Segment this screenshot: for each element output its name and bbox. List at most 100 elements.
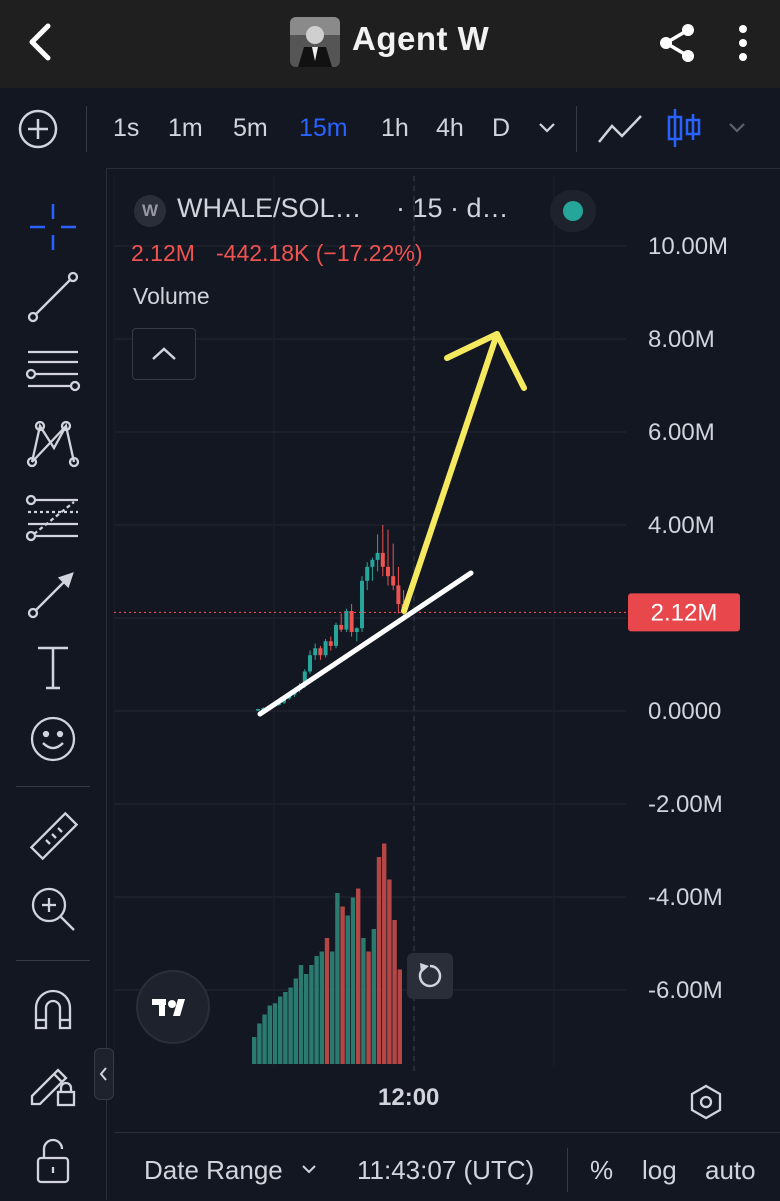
trend-line-icon[interactable] — [24, 268, 82, 326]
projection-arrow[interactable] — [401, 331, 527, 614]
magnet-icon[interactable] — [24, 982, 82, 1040]
chevron-down-icon[interactable] — [536, 120, 558, 136]
collapse-legend-button[interactable] — [132, 328, 196, 380]
percent-scale-toggle[interactable]: % — [590, 1155, 614, 1185]
avatar[interactable] — [290, 17, 340, 67]
volume-bar — [387, 879, 392, 1064]
symbol-logo: W — [134, 195, 166, 227]
text-tool-icon[interactable] — [24, 638, 82, 696]
line-chart-icon[interactable] — [596, 110, 644, 148]
volume-bar — [288, 987, 293, 1064]
horizontal-lines-icon[interactable] — [24, 340, 82, 398]
timeframe-1h[interactable]: 1h — [381, 114, 409, 142]
candle — [386, 529, 390, 586]
candle — [344, 608, 349, 632]
price-axis-label: -4.00M — [648, 884, 723, 911]
candle — [391, 543, 396, 591]
utc-clock[interactable]: 11:43:07 (UTC) — [357, 1155, 535, 1185]
price-axis-label: -2.00M — [648, 791, 723, 818]
candle — [313, 643, 318, 660]
price-axis-label: 6.00M — [648, 419, 715, 446]
chart-type-chevron-icon[interactable] — [726, 120, 748, 136]
volume-bar — [330, 951, 335, 1064]
volume-bar — [304, 974, 309, 1064]
timeframe-d[interactable]: D — [492, 114, 511, 142]
timeframe-4h[interactable]: 4h — [436, 114, 464, 142]
settings-icon[interactable] — [686, 1082, 726, 1122]
volume-bar — [298, 965, 304, 1064]
indicator-label: Volume — [133, 283, 210, 309]
candle — [334, 622, 338, 649]
volume-bar — [272, 1003, 278, 1064]
volume-bar — [293, 978, 298, 1064]
unlock-icon[interactable] — [24, 1132, 82, 1190]
volume-bar — [392, 920, 397, 1064]
market-status-badge[interactable] — [550, 190, 596, 232]
volume-bar — [267, 1005, 272, 1064]
timeframe-15m[interactable]: 15m — [299, 114, 348, 142]
candle — [349, 604, 354, 637]
reset-chart-icon[interactable] — [407, 953, 453, 999]
app-bar — [0, 0, 780, 88]
timeframe-1s[interactable]: 1s — [113, 114, 140, 142]
date-range-chevron-icon[interactable] — [299, 1162, 319, 1178]
timeframe-1m[interactable]: 1m — [168, 114, 203, 142]
page-title: Agent W — [352, 20, 490, 57]
chart-canvas[interactable]: 10.00M 8.00M 6.00M 4.00M 0.0000 -2.00M -4.00M -… — [114, 176, 780, 1132]
volume-bar — [314, 956, 319, 1064]
volume-bar — [309, 965, 314, 1064]
price-axis-label: 0.0000 — [648, 698, 721, 725]
price-axis-label: 10.00M — [648, 233, 728, 260]
candlestick-chart-icon[interactable] — [664, 106, 704, 150]
volume-bar — [324, 938, 330, 1064]
emoji-icon[interactable] — [24, 710, 82, 768]
zoom-in-icon[interactable] — [24, 880, 82, 938]
auto-scale-toggle[interactable]: auto — [705, 1155, 756, 1185]
timeframe-5m[interactable]: 5m — [233, 114, 268, 142]
candle — [354, 627, 359, 642]
volume-bar — [335, 893, 340, 1064]
price-axis-label: 4.00M — [648, 512, 715, 539]
share-icon[interactable] — [656, 22, 698, 64]
volume-bar — [262, 1014, 267, 1064]
volume-bar — [371, 929, 376, 1064]
add-symbol-icon[interactable] — [17, 108, 59, 150]
log-scale-toggle[interactable]: log — [642, 1155, 677, 1185]
arrow-tool-icon[interactable] — [24, 564, 82, 622]
volume-bar — [257, 1023, 262, 1064]
pattern-icon[interactable] — [24, 414, 82, 472]
candle — [323, 638, 328, 658]
candle — [308, 650, 312, 674]
volume-bar — [376, 857, 382, 1064]
volume-bar — [278, 996, 283, 1064]
fib-retracement-icon[interactable] — [24, 488, 82, 546]
candle — [339, 613, 344, 632]
candle — [370, 557, 375, 581]
support-trend-line[interactable] — [257, 570, 474, 717]
volume-bar — [283, 992, 288, 1064]
symbol-details: · 15 · d… — [396, 193, 509, 223]
candle — [256, 708, 260, 711]
volume-bar — [366, 951, 371, 1064]
candle — [380, 525, 385, 577]
symbol-name[interactable]: WHALE/SOL… — [177, 193, 362, 223]
volume-bar — [319, 951, 324, 1064]
volume-bar — [252, 1037, 257, 1064]
volume-bar — [340, 906, 345, 1064]
candle — [375, 534, 380, 572]
current-price-tag-label: 2.12M — [651, 599, 718, 626]
price-axis-label: 8.00M — [648, 326, 715, 353]
volume-bar — [345, 915, 350, 1064]
crosshair-icon[interactable] — [24, 198, 82, 256]
date-range-button[interactable]: Date Range — [144, 1155, 283, 1185]
ruler-icon[interactable] — [24, 808, 82, 866]
back-arrow-icon[interactable] — [22, 20, 62, 64]
volume-bar — [361, 938, 366, 1064]
tradingview-logo[interactable] — [136, 970, 210, 1044]
candle — [360, 576, 364, 632]
more-options-icon[interactable] — [730, 22, 756, 64]
collapse-toolbar-handle[interactable] — [94, 1048, 114, 1100]
current-price-tag — [628, 593, 740, 632]
lock-drawings-icon[interactable] — [24, 1054, 82, 1112]
candle — [328, 636, 333, 651]
